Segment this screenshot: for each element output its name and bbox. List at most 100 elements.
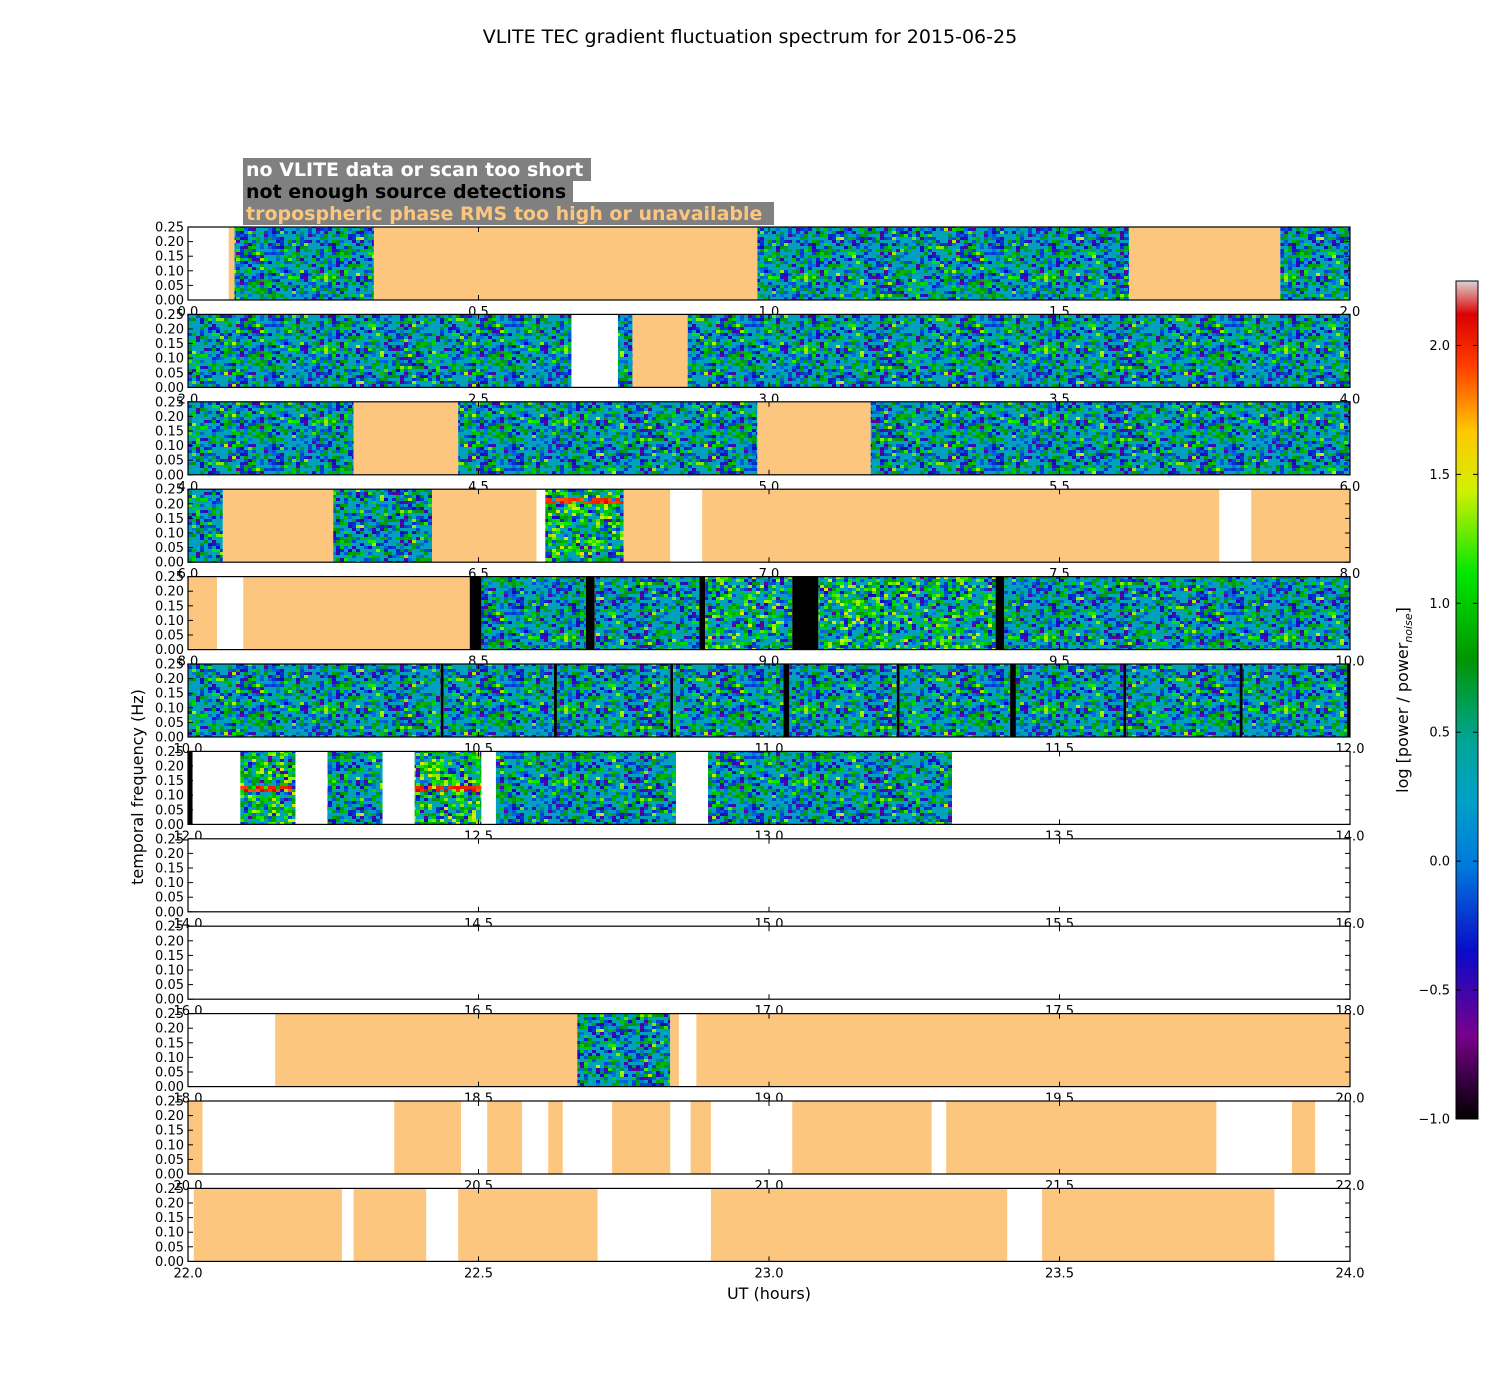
panel-11: 0.000.050.100.150.200.25 22.0 22.5 23.0 23.5… <box>155 1182 1364 1282</box>
segment-spec <box>556 664 671 737</box>
x-tick-label: 22.5 <box>464 1266 493 1281</box>
segment-nodet <box>585 576 595 650</box>
y-tick-label: 0.20 <box>155 1022 184 1037</box>
y-tick-label: 0.10 <box>155 1138 184 1153</box>
y-tick-label: 0.00 <box>155 818 184 833</box>
segment-nodata <box>192 751 241 825</box>
segment-nodet <box>554 664 557 737</box>
segment-nodet <box>188 751 193 825</box>
y-tick-label: 0.25 <box>155 1007 184 1022</box>
y-tick-label: 0.25 <box>155 395 184 410</box>
segment-tropo <box>1129 227 1281 300</box>
y-tick-label: 0.10 <box>155 352 184 367</box>
segment-spec <box>188 489 223 563</box>
y-tick-label: 0.15 <box>155 1036 184 1051</box>
segment-tropo <box>222 489 334 563</box>
segment-nodet <box>1347 664 1350 737</box>
y-tick-label: 0.10 <box>155 964 184 979</box>
panel-background <box>188 926 1350 1000</box>
segment-spec_hot <box>545 489 624 563</box>
y-tick-label: 0.15 <box>155 1124 184 1139</box>
segment-tropo <box>188 576 218 650</box>
segment-spec <box>333 489 433 563</box>
panel-0: 0.000.050.100.150.200.250.0 0.5 1.0 1.5 2.0 <box>155 221 1360 321</box>
segment-tropo <box>432 489 537 563</box>
y-tick-label: 0.25 <box>155 1182 184 1197</box>
panel-background <box>188 838 1350 912</box>
segment-spec <box>594 576 700 650</box>
segment-tropo <box>690 1101 711 1174</box>
x-axis-label: UT (hours) <box>727 1284 811 1303</box>
colorbar-tick-label: −1.0 <box>1418 1113 1450 1128</box>
y-tick-label: 0.05 <box>155 279 184 294</box>
y-tick-label: 0.00 <box>155 731 184 746</box>
y-tick-label: 0.10 <box>155 789 184 804</box>
segment-nodet <box>896 664 900 737</box>
y-tick-label: 0.00 <box>155 468 184 483</box>
segment-spec <box>188 401 354 475</box>
y-axis-label: temporal frequency (Hz) <box>128 689 147 885</box>
segment-nodet <box>995 576 1005 650</box>
segment-nodata <box>536 489 546 563</box>
segment-tropo <box>702 489 1220 563</box>
segment-spec <box>707 751 953 825</box>
segment-nodet <box>469 576 482 650</box>
legend-entry: no VLITE data or scan too short <box>246 159 583 181</box>
segment-tropo <box>696 1013 1350 1087</box>
segment-tropo <box>1291 1101 1316 1174</box>
y-tick-label: 0.20 <box>155 235 184 250</box>
y-tick-label: 0.05 <box>155 454 184 469</box>
segment-spec_warm <box>818 576 996 650</box>
segment-tropo <box>623 489 671 563</box>
y-tick-label: 0.10 <box>155 701 184 716</box>
segment-tropo <box>670 1013 679 1087</box>
y-tick-label: 0.20 <box>155 934 184 949</box>
segment-spec <box>1004 576 1350 650</box>
segment-tropo <box>275 1013 578 1087</box>
segment-spec <box>188 314 572 388</box>
segment-nodata <box>678 1013 697 1087</box>
segment-spec <box>458 401 758 475</box>
y-tick-label: 0.15 <box>155 862 184 877</box>
segment-tropo <box>710 1188 1008 1262</box>
y-tick-label: 0.20 <box>155 410 184 425</box>
y-tick-label: 0.05 <box>155 1240 184 1255</box>
y-tick-label: 0.00 <box>155 643 184 658</box>
y-tick-label: 0.00 <box>155 556 184 571</box>
y-tick-label: 0.05 <box>155 1153 184 1168</box>
y-tick-label: 0.05 <box>155 541 184 556</box>
segment-spec_hot <box>240 751 296 825</box>
spectrum-panels: 0.000.050.100.150.200.250.0 0.5 1.0 1.5 2.00… <box>155 221 1364 1282</box>
panel-4: 0.000.050.100.150.200.258.0 8.5 9.0 9.5 10.0 <box>155 570 1364 670</box>
segment-nodata <box>571 314 618 388</box>
y-tick-label: 0.20 <box>155 1197 184 1212</box>
segment-nodet <box>792 576 819 650</box>
x-tick-label: 22.0 <box>174 1266 203 1281</box>
y-tick-label: 0.15 <box>155 425 184 440</box>
y-tick-label: 0.25 <box>155 920 184 935</box>
segment-tropo <box>612 1101 671 1174</box>
segment-spec <box>1015 664 1124 737</box>
segment-nodet <box>1239 664 1243 737</box>
y-tick-label: 0.25 <box>155 832 184 847</box>
segment-nodet <box>1123 664 1127 737</box>
panel-3: 0.000.050.100.150.200.256.0 6.5 7.0 7.5 8.0 <box>155 483 1360 583</box>
panel-1: 0.000.050.100.150.200.252.0 2.5 3.0 3.5 4.0 <box>155 308 1360 408</box>
segment-spec_warm <box>705 576 793 650</box>
segment-nodet <box>440 664 444 737</box>
y-tick-label: 0.25 <box>155 570 184 585</box>
segment-spec <box>327 751 383 825</box>
segment-spec_hot <box>414 751 482 825</box>
segment-tropo <box>1251 489 1350 563</box>
y-tick-label: 0.10 <box>155 1226 184 1241</box>
y-tick-label: 0.25 <box>155 483 184 498</box>
y-tick-label: 0.00 <box>155 381 184 396</box>
y-tick-label: 0.25 <box>155 745 184 760</box>
legend-box-bg <box>243 180 573 203</box>
y-tick-label: 0.25 <box>155 308 184 323</box>
segment-spec <box>495 751 677 825</box>
